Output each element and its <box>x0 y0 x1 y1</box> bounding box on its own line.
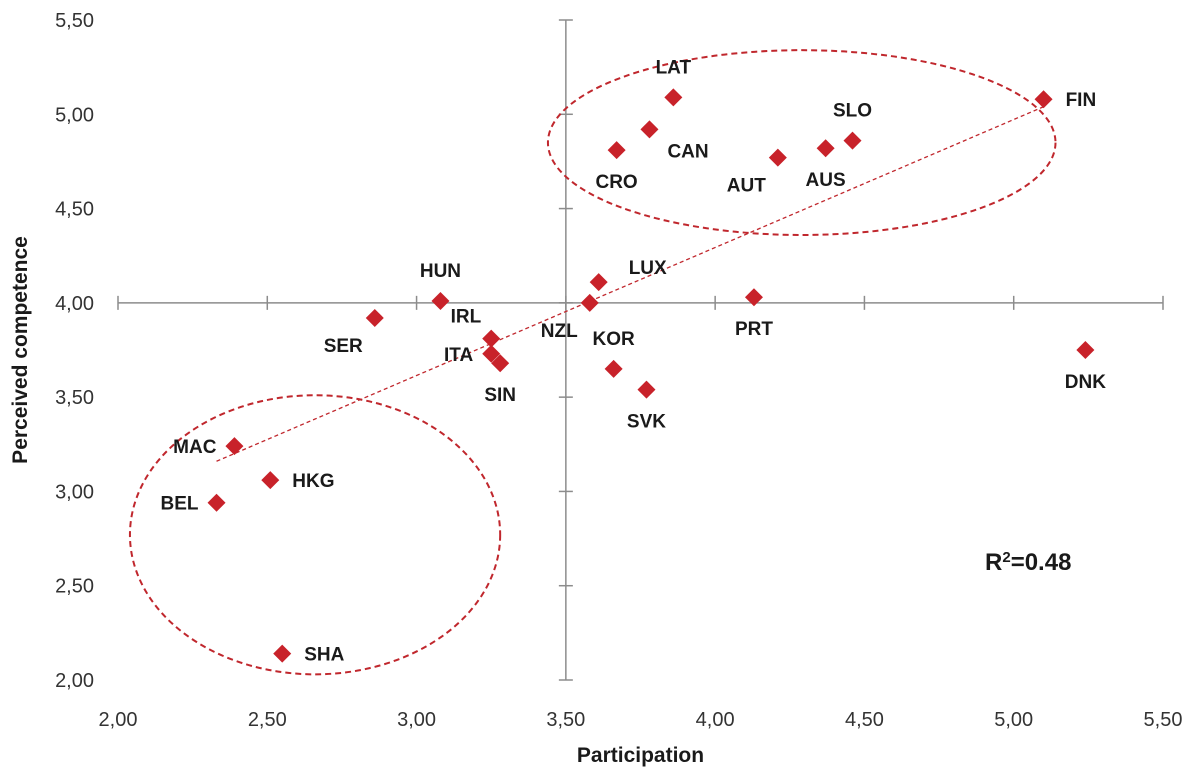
y-tick-label: 5,00 <box>55 104 94 126</box>
data-point-ser <box>365 308 384 327</box>
data-point-hun <box>431 291 450 310</box>
x-tick-label: 5,50 <box>1144 709 1183 731</box>
point-label-mac: MAC <box>173 437 217 458</box>
data-point-aut <box>768 148 787 167</box>
data-point-kor <box>604 359 623 378</box>
r-squared-annotation: R2=0.48 <box>985 549 1071 577</box>
point-labels: LAT FIN SLO CAN AUS CRO AUT LUX HUN NZL PRT SER IRL I… <box>161 57 1107 665</box>
point-label-fin: FIN <box>1066 90 1097 111</box>
point-label-lux: LUX <box>629 258 667 279</box>
point-label-dnk: DNK <box>1065 372 1106 393</box>
point-label-sin: SIN <box>484 385 516 406</box>
point-label-nzl: NZL <box>541 321 578 342</box>
data-point-sha <box>273 644 292 663</box>
point-label-cro: CRO <box>595 172 637 193</box>
point-label-slo: SLO <box>833 101 872 122</box>
data-point-dnk <box>1076 341 1095 359</box>
point-label-kor: KOR <box>593 329 636 350</box>
x-tick-label: 4,50 <box>845 709 884 731</box>
trendline-group <box>216 106 1044 462</box>
point-label-sha: SHA <box>304 645 344 666</box>
cluster-ellipse <box>128 394 502 676</box>
y-axis: 2,00 2,50 3,00 3,50 4,00 4,50 5,00 5,50 <box>55 10 573 692</box>
x-tick-label: 5,00 <box>994 709 1033 731</box>
data-points <box>207 88 1095 663</box>
y-tick-label: 5,50 <box>55 10 94 32</box>
x-tick-label: 3,00 <box>397 709 436 731</box>
point-label-aut: AUT <box>727 176 766 197</box>
point-label-ita: ITA <box>444 345 473 366</box>
data-point-hkg <box>261 471 280 490</box>
point-label-hkg: HKG <box>292 471 334 492</box>
cluster-ellipse <box>546 49 1057 236</box>
y-tick-label: 2,00 <box>55 670 94 692</box>
point-label-hun: HUN <box>420 261 461 282</box>
data-point-aus <box>816 139 835 158</box>
x-axis: 2,00 2,50 3,00 3,50 4,00 4,50 5,00 5,50 <box>99 295 1183 731</box>
point-label-ser: SER <box>324 336 363 357</box>
data-point-lux <box>589 273 608 292</box>
y-tick-label: 2,50 <box>55 576 94 598</box>
point-label-lat: LAT <box>656 57 692 78</box>
data-point-fin <box>1034 90 1053 109</box>
data-point-lat <box>664 88 683 107</box>
data-point-slo <box>843 131 862 150</box>
x-axis-label: Participation <box>577 744 704 767</box>
y-tick-label: 3,00 <box>55 481 94 503</box>
data-point-bel <box>207 493 226 512</box>
data-point-svk <box>637 380 656 399</box>
data-point-ita <box>482 344 501 363</box>
point-label-aus: AUS <box>806 170 846 191</box>
x-tick-label: 3,50 <box>546 709 585 731</box>
y-tick-label: 4,50 <box>55 199 94 221</box>
y-tick-label: 3,50 <box>55 387 94 409</box>
y-tick-label: 4,00 <box>55 293 94 315</box>
data-point-can <box>640 120 659 139</box>
x-tick-label: 2,50 <box>248 709 287 731</box>
point-label-can: CAN <box>667 141 708 162</box>
point-label-svk: SVK <box>627 412 666 433</box>
point-label-irl: IRL <box>451 307 482 328</box>
x-tick-label: 4,00 <box>696 709 735 731</box>
point-label-prt: PRT <box>735 319 773 340</box>
trendline <box>216 106 1044 462</box>
data-point-nzl <box>580 293 599 312</box>
data-point-mac <box>225 437 244 456</box>
data-point-sin <box>491 354 510 373</box>
data-point-prt <box>744 288 763 307</box>
data-point-irl <box>482 329 501 348</box>
y-axis-label: Perceived competence <box>9 236 32 464</box>
cluster-ellipses <box>128 49 1057 676</box>
data-point-cro <box>607 141 626 160</box>
point-label-bel: BEL <box>161 494 199 515</box>
x-tick-label: 2,00 <box>99 709 138 731</box>
